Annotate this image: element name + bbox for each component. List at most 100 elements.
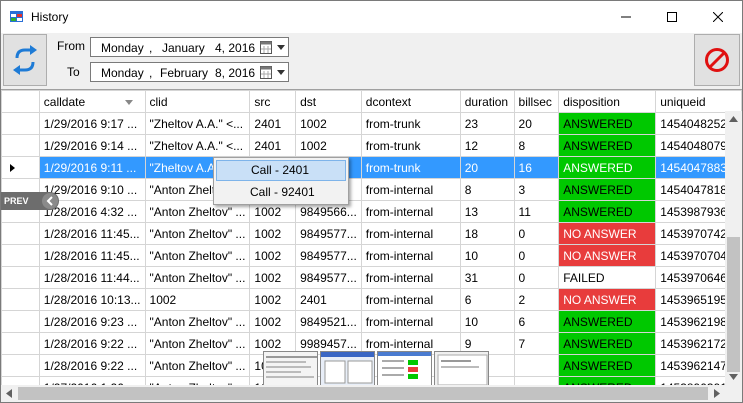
cell-calldate[interactable]: 1/29/2016 9:10 ... (38, 178, 146, 201)
column-header[interactable]: billsec (513, 90, 560, 113)
row-header[interactable] (1, 310, 40, 333)
thumbnail-preview[interactable] (263, 351, 318, 387)
minimize-button[interactable] (603, 1, 649, 33)
cell-clid[interactable]: "Anton Zheltov" ... (144, 354, 251, 377)
cell-src[interactable]: 1002 (249, 288, 297, 311)
cell-calldate[interactable]: 1/28/2016 9:23 ... (38, 310, 146, 333)
column-header[interactable]: uniqueid (655, 90, 742, 113)
row-header[interactable] (1, 266, 40, 289)
cell-disposition[interactable]: ANSWERED (558, 178, 657, 201)
scroll-right-icon[interactable] (714, 389, 720, 398)
table-row[interactable]: 1/28/2016 11:45... "Anton Zheltov" ... 100… (1, 222, 742, 245)
vertical-scrollbar[interactable] (725, 111, 742, 385)
cell-calldate[interactable]: 1/29/2016 9:17 ... (38, 112, 146, 135)
cell-duration[interactable]: 13 (459, 200, 515, 223)
cell-billsec[interactable]: 0 (513, 244, 560, 267)
cell-clid[interactable]: "Anton Zheltov" ... (144, 222, 251, 245)
cell-dcontext[interactable]: from-trunk (360, 112, 461, 135)
horizontal-scrollbar[interactable] (1, 385, 725, 402)
cell-src[interactable]: 1002 (249, 244, 297, 267)
cell-disposition[interactable]: ANSWERED (558, 156, 657, 179)
cell-duration[interactable]: 20 (459, 156, 515, 179)
cell-billsec[interactable]: 0 (513, 266, 560, 289)
cell-billsec[interactable]: 7 (513, 332, 560, 355)
cell-dst[interactable]: 9849577... (295, 222, 362, 245)
row-header[interactable] (1, 354, 40, 377)
column-header[interactable]: src (249, 90, 297, 113)
column-header[interactable]: duration (459, 90, 515, 113)
table-row[interactable]: 1/28/2016 10:13... 1002 1002 2401 from-inter… (1, 288, 742, 311)
table-row[interactable]: 1/28/2016 11:45... "Anton Zheltov" ... 100… (1, 244, 742, 267)
scroll-left-icon[interactable] (6, 389, 12, 398)
cell-billsec[interactable] (513, 354, 560, 377)
cell-disposition[interactable]: ANSWERED (558, 332, 657, 355)
cell-disposition[interactable]: ANSWERED (558, 354, 657, 377)
cell-clid[interactable]: "Zheltov A.A." <... (144, 112, 251, 135)
row-header-corner[interactable] (1, 90, 40, 113)
cell-clid[interactable]: "Anton Zheltov" ... (144, 310, 251, 333)
table-row[interactable]: 1/29/2016 9:14 ... "Zheltov A.A." <... 240… (1, 134, 742, 157)
stop-button[interactable] (694, 34, 740, 86)
context-menu-item-call-92401[interactable]: Call - 92401 (250, 185, 315, 199)
table-row[interactable]: 1/29/2016 9:11 ... "Zheltov A.A." from-tru… (1, 156, 742, 179)
cell-clid[interactable]: "Zheltov A.A." <... (144, 134, 251, 157)
cell-duration[interactable]: 18 (459, 222, 515, 245)
cell-clid[interactable]: "Anton Zheltov" ... (144, 266, 251, 289)
cell-dst[interactable]: 1002 (295, 112, 362, 135)
cell-duration[interactable]: 23 (459, 112, 515, 135)
column-header[interactable]: dcontext (360, 90, 461, 113)
cell-billsec[interactable]: 20 (513, 112, 560, 135)
cell-dcontext[interactable]: from-internal (360, 332, 461, 355)
cell-calldate[interactable]: 1/29/2016 9:11 ... (38, 156, 146, 179)
cell-duration[interactable]: 31 (459, 266, 515, 289)
cell-dcontext[interactable]: from-trunk (360, 156, 461, 179)
column-header[interactable]: dst (295, 90, 362, 113)
cell-dst[interactable]: 9849521... (295, 310, 362, 333)
cell-disposition[interactable]: FAILED (558, 266, 657, 289)
cell-src[interactable]: 1002 (249, 266, 297, 289)
thumbnail-preview[interactable] (377, 351, 432, 387)
row-header[interactable] (1, 222, 40, 245)
table-row[interactable]: 1/28/2016 4:32 ... "Anton Zheltov" ... 100… (1, 200, 742, 223)
prev-tab[interactable]: PREV (1, 192, 59, 210)
cell-dcontext[interactable]: from-internal (360, 244, 461, 267)
cell-uniqueid[interactable]: 1453987936.9 (655, 200, 742, 223)
cell-dcontext[interactable]: from-internal (360, 310, 461, 333)
cell-src[interactable]: 1002 (249, 222, 297, 245)
cell-disposition[interactable]: NO ANSWER (558, 222, 657, 245)
cell-calldate[interactable]: 1/28/2016 11:44... (38, 266, 146, 289)
cell-duration[interactable]: 6 (459, 288, 515, 311)
table-row[interactable]: 1/29/2016 9:10 ... "Anton Zheltov" from-in… (1, 178, 742, 201)
cell-clid[interactable]: 1002 (144, 288, 251, 311)
cell-uniqueid[interactable]: 1454047818.1 (655, 178, 742, 201)
cell-billsec[interactable]: 2 (513, 288, 560, 311)
cell-calldate[interactable]: 1/28/2016 9:22 ... (38, 354, 146, 377)
cell-clid[interactable]: "Anton Zheltov" ... (144, 200, 251, 223)
thumbnail-preview[interactable] (320, 351, 375, 387)
from-date-picker[interactable]: Monday , January 4, 2016 (90, 37, 289, 57)
cell-billsec[interactable]: 11 (513, 200, 560, 223)
cell-uniqueid[interactable]: 1454047883.1 (655, 156, 742, 179)
row-header[interactable] (1, 244, 40, 267)
cell-disposition[interactable]: ANSWERED (558, 200, 657, 223)
cell-calldate[interactable]: 1/28/2016 9:22 ... (38, 332, 146, 355)
scroll-up-icon[interactable] (729, 116, 738, 122)
context-menu-item-call-2401[interactable]: Call - 2401 (216, 160, 346, 181)
chevron-down-icon[interactable] (277, 70, 285, 75)
cell-duration[interactable]: 8 (459, 178, 515, 201)
cell-disposition[interactable]: ANSWERED (558, 134, 657, 157)
cell-dcontext[interactable]: from-internal (360, 222, 461, 245)
table-row[interactable]: 1/29/2016 9:17 ... "Zheltov A.A." <... 240… (1, 112, 742, 135)
cell-disposition[interactable]: NO ANSWER (558, 244, 657, 267)
cell-uniqueid[interactable]: 1453970646.8 (655, 266, 742, 289)
cell-billsec[interactable]: 3 (513, 178, 560, 201)
calendar-icon[interactable] (260, 65, 272, 79)
cell-clid[interactable]: "Anton Zheltov" ... (144, 332, 251, 355)
maximize-button[interactable] (649, 1, 695, 33)
scroll-down-icon[interactable] (729, 374, 738, 380)
refresh-button[interactable] (3, 34, 47, 86)
cell-billsec[interactable]: 16 (513, 156, 560, 179)
cell-dst[interactable]: 2401 (295, 288, 362, 311)
cell-calldate[interactable]: 1/28/2016 11:45... (38, 222, 146, 245)
cell-dcontext[interactable]: from-internal (360, 288, 461, 311)
